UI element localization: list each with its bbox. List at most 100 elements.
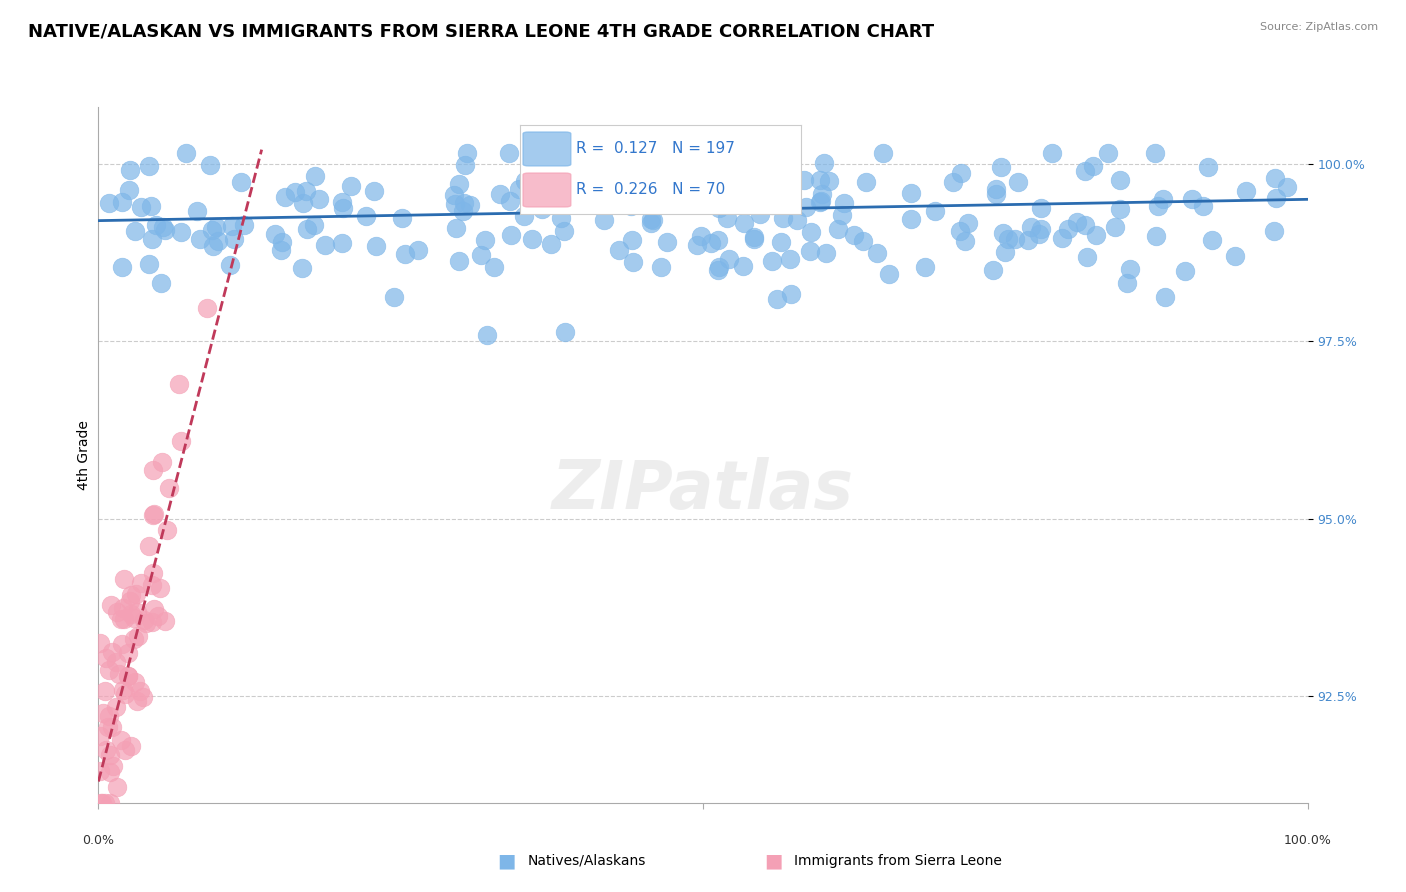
Point bbox=[114, 743, 136, 757]
Point bbox=[810, 194, 832, 209]
Point bbox=[153, 223, 176, 237]
Point bbox=[456, 146, 478, 161]
Point bbox=[111, 600, 134, 615]
Point bbox=[866, 246, 889, 260]
Point bbox=[879, 267, 901, 281]
Point bbox=[1040, 146, 1063, 161]
Point bbox=[780, 287, 803, 301]
Point bbox=[167, 377, 190, 392]
Point bbox=[606, 146, 628, 161]
Point bbox=[1074, 218, 1097, 232]
Point bbox=[157, 481, 180, 495]
Point bbox=[270, 243, 292, 257]
Point bbox=[101, 758, 124, 772]
Point bbox=[205, 220, 228, 235]
FancyBboxPatch shape bbox=[523, 132, 571, 166]
Point bbox=[138, 539, 160, 553]
Point bbox=[125, 694, 148, 708]
Point bbox=[997, 232, 1019, 246]
Point bbox=[731, 259, 754, 273]
Point bbox=[707, 260, 730, 275]
Point bbox=[284, 185, 307, 199]
Point bbox=[94, 796, 117, 810]
Point bbox=[89, 729, 111, 743]
Point bbox=[949, 224, 972, 238]
Point bbox=[444, 221, 467, 235]
Point bbox=[942, 175, 965, 189]
Point bbox=[515, 174, 537, 188]
Point bbox=[274, 189, 297, 203]
Point bbox=[98, 796, 121, 810]
Point bbox=[733, 216, 755, 230]
Point bbox=[129, 576, 152, 591]
Point bbox=[146, 609, 169, 624]
Point bbox=[592, 146, 614, 161]
Point bbox=[394, 247, 416, 261]
Point bbox=[308, 192, 330, 206]
Point bbox=[453, 158, 475, 172]
Point bbox=[470, 248, 492, 262]
Point bbox=[700, 235, 723, 250]
Y-axis label: 4th Grade: 4th Grade bbox=[77, 420, 91, 490]
Point bbox=[991, 226, 1014, 240]
Point bbox=[1174, 264, 1197, 278]
Point bbox=[149, 276, 172, 290]
Point bbox=[129, 200, 152, 214]
Point bbox=[122, 632, 145, 646]
Point bbox=[330, 236, 353, 251]
Point bbox=[1192, 199, 1215, 213]
Point bbox=[800, 225, 823, 239]
Point bbox=[553, 224, 575, 238]
Point bbox=[121, 739, 143, 753]
Point bbox=[98, 663, 121, 677]
Point bbox=[98, 196, 121, 211]
Point bbox=[984, 182, 1007, 196]
Point bbox=[134, 613, 156, 627]
Point bbox=[690, 229, 713, 244]
Point bbox=[145, 219, 167, 233]
Point bbox=[827, 222, 849, 236]
Point bbox=[990, 161, 1012, 175]
Point bbox=[994, 244, 1017, 259]
Point bbox=[458, 198, 481, 212]
Point bbox=[94, 650, 117, 665]
Point bbox=[170, 434, 193, 448]
Point bbox=[815, 245, 838, 260]
Point bbox=[593, 212, 616, 227]
Point bbox=[141, 199, 163, 213]
Point bbox=[141, 615, 163, 629]
Point bbox=[170, 225, 193, 239]
Point bbox=[613, 166, 636, 180]
Point bbox=[872, 146, 894, 161]
Point bbox=[141, 232, 163, 246]
Point bbox=[530, 202, 553, 216]
Point bbox=[294, 184, 316, 198]
Point bbox=[607, 243, 630, 257]
Point bbox=[779, 252, 801, 266]
Point bbox=[1057, 222, 1080, 236]
Point bbox=[1201, 233, 1223, 247]
Point bbox=[852, 234, 875, 248]
Point bbox=[89, 636, 111, 650]
Point bbox=[98, 764, 121, 779]
Point bbox=[855, 175, 877, 189]
Point bbox=[120, 588, 142, 602]
Point bbox=[1197, 160, 1219, 174]
Point bbox=[100, 598, 122, 612]
Point bbox=[453, 196, 475, 211]
Point bbox=[621, 233, 644, 247]
Point bbox=[1004, 232, 1026, 246]
Point bbox=[93, 683, 115, 698]
Point bbox=[900, 186, 922, 201]
Point bbox=[127, 605, 149, 619]
Point bbox=[101, 644, 124, 658]
Point bbox=[1074, 164, 1097, 178]
Point bbox=[174, 146, 197, 161]
Point bbox=[188, 232, 211, 246]
Point bbox=[1181, 192, 1204, 206]
Point bbox=[1029, 222, 1052, 236]
Point bbox=[844, 228, 866, 243]
Point bbox=[501, 227, 523, 242]
Point bbox=[122, 610, 145, 624]
Point bbox=[1115, 276, 1137, 290]
